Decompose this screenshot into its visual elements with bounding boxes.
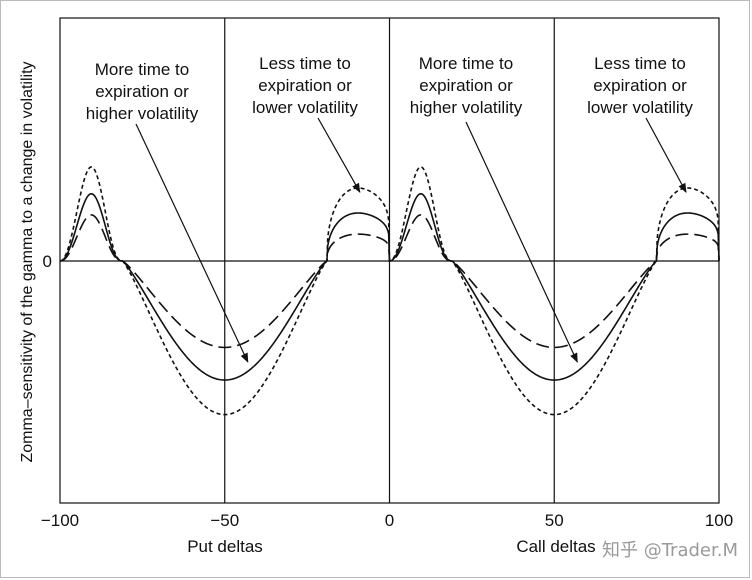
watermark-text: 知乎 @Trader.M <box>602 540 738 561</box>
annotation-text: expiration or <box>593 76 687 95</box>
axis-layer: Zomma–sensitivity of the gamma to a chan… <box>19 61 738 561</box>
annotation: More time to expiration or higher volatili… <box>86 60 249 363</box>
annotation-arrow <box>317 117 361 193</box>
annotation: More time to expiration or higher volatili… <box>410 54 578 363</box>
x-tick-label: 50 <box>545 511 564 530</box>
series-layer <box>59 166 720 416</box>
x-axis-label-call: Call deltas <box>516 537 595 556</box>
x-tick-label: 100 <box>705 511 733 530</box>
annotation-text: higher volatility <box>86 104 199 123</box>
annotation-arrow <box>135 123 249 363</box>
y-tick-label: 0 <box>43 252 52 271</box>
x-tick-label: 0 <box>385 511 394 530</box>
annotation-arrow <box>645 117 687 193</box>
series-line-long-dash <box>59 214 720 349</box>
annotation-text: lower volatility <box>587 98 693 117</box>
annotation-text: expiration or <box>258 76 352 95</box>
annotation-text: Less time to <box>594 54 686 73</box>
annotation-text: expiration or <box>95 82 189 101</box>
annotation-layer: More time to expiration or higher volatili… <box>86 54 693 363</box>
annotation-text: lower volatility <box>252 98 358 117</box>
annotation-text: More time to <box>95 60 189 79</box>
annotation-arrow <box>465 121 578 363</box>
x-tick-label: −50 <box>210 511 239 530</box>
x-axis-label-put: Put deltas <box>187 537 263 556</box>
annotation: Less time to expiration or lower volatilit… <box>252 54 361 193</box>
x-tick-label: −100 <box>41 511 79 530</box>
annotation-text: More time to <box>419 54 513 73</box>
annotation: Less time to expiration or lower volatilit… <box>587 54 693 193</box>
annotation-text: expiration or <box>419 76 513 95</box>
annotation-text: Less time to <box>259 54 351 73</box>
y-axis-label: Zomma–sensitivity of the gamma to a chan… <box>19 61 36 462</box>
annotation-text: higher volatility <box>410 98 523 117</box>
